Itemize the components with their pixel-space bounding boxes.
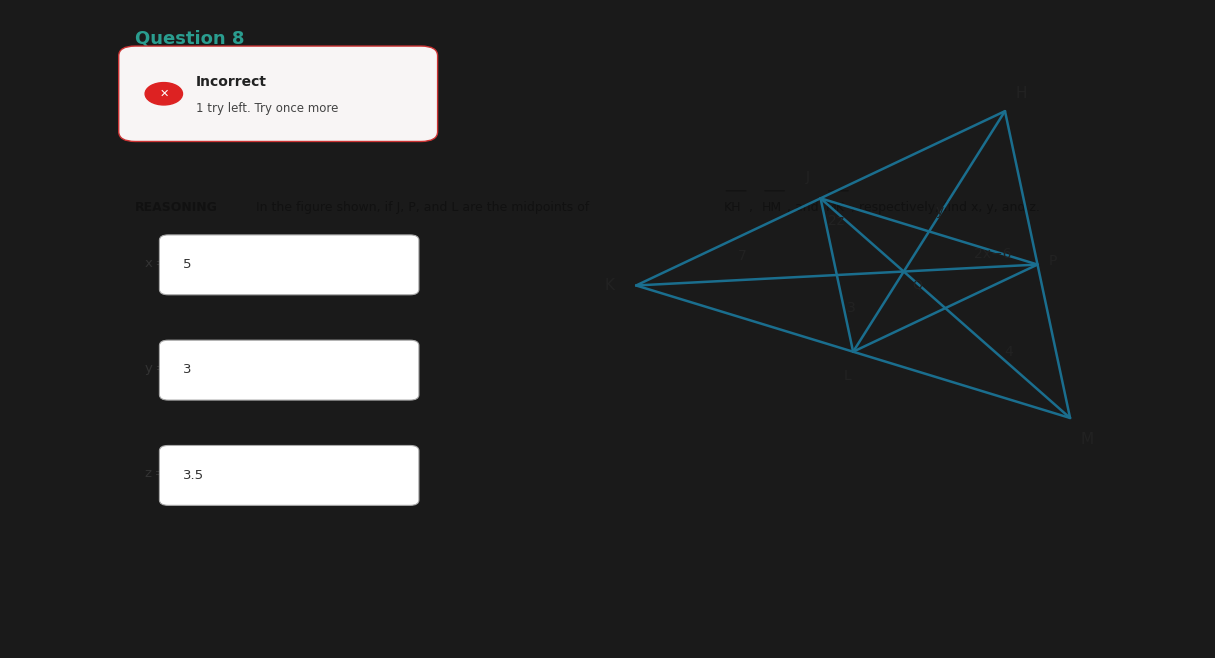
Text: 3: 3 <box>847 301 855 315</box>
Text: In the figure shown, if J, P, and L are the midpoints of: In the figure shown, if J, P, and L are … <box>256 201 593 214</box>
Text: y: y <box>936 203 944 218</box>
Text: HM: HM <box>762 201 782 214</box>
Text: 4: 4 <box>1005 345 1013 359</box>
FancyBboxPatch shape <box>119 46 437 141</box>
Text: 3.5: 3.5 <box>182 468 204 482</box>
Text: MK: MK <box>826 201 844 214</box>
Text: ✕: ✕ <box>159 89 169 99</box>
Text: 5: 5 <box>182 258 191 271</box>
Text: 2x−6: 2x−6 <box>973 247 1011 261</box>
Text: P: P <box>1049 254 1057 268</box>
Text: REASONING: REASONING <box>135 201 217 214</box>
Text: M: M <box>1081 432 1094 447</box>
Text: z =: z = <box>146 467 166 480</box>
Text: , and: , and <box>787 201 823 214</box>
Circle shape <box>145 82 182 105</box>
Text: K: K <box>604 278 615 293</box>
FancyBboxPatch shape <box>159 340 419 400</box>
FancyBboxPatch shape <box>159 235 419 295</box>
Text: y =: y = <box>145 362 166 375</box>
Text: KH: KH <box>723 201 741 214</box>
Text: L: L <box>843 369 852 383</box>
Text: 1 try left. Try once more: 1 try left. Try once more <box>196 103 338 115</box>
Text: J: J <box>806 170 809 184</box>
Text: H: H <box>1016 86 1028 101</box>
Text: ,: , <box>748 201 757 214</box>
Text: x =: x = <box>145 257 166 270</box>
Text: , respectively, find x, y, and z.: , respectively, find x, y, and z. <box>850 201 1040 214</box>
Text: Question 8: Question 8 <box>135 30 244 47</box>
FancyBboxPatch shape <box>159 445 419 505</box>
Text: Q: Q <box>912 278 922 291</box>
Text: 3: 3 <box>182 363 191 376</box>
Text: Incorrect: Incorrect <box>196 74 267 89</box>
Text: 2z: 2z <box>829 214 844 228</box>
Text: 7: 7 <box>738 249 746 263</box>
